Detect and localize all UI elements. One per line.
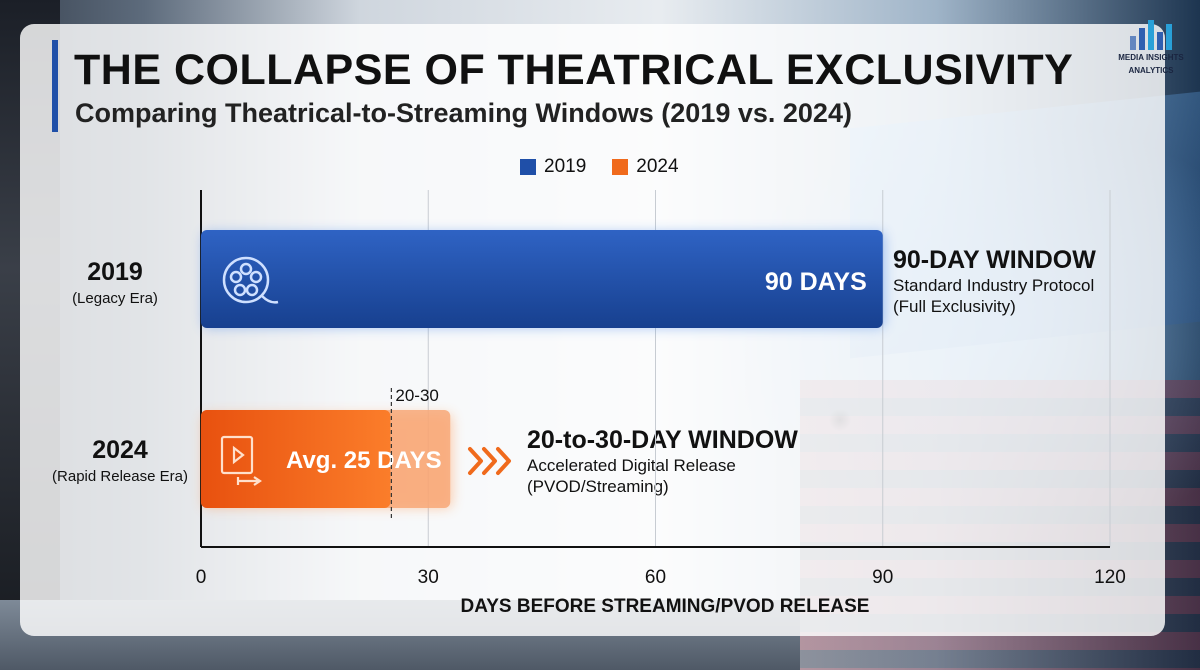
annotation-line-2019-1: Standard Industry Protocol [893, 276, 1095, 295]
row-label-2024: 2024 (Rapid Release Era) [40, 436, 200, 485]
brand-logo: MEDIA INSIGHTS ANALYTICS [1108, 16, 1194, 76]
legend-label-2019: 2019 [544, 156, 587, 177]
range-marker-label: 20-30 [395, 386, 438, 405]
x-axis-title: DAYS BEFORE STREAMING/PVOD RELEASE [460, 596, 870, 617]
film-streaming-icon-frame [220, 435, 254, 475]
film-reel-icon [222, 256, 279, 304]
film-reel-icon-hole [245, 283, 259, 297]
annotation-title-2024: 20-to-30-DAY WINDOW [527, 426, 798, 454]
film-reel-icon-rim [222, 256, 270, 304]
annotation-line-2024-1: Accelerated Digital Release [527, 456, 736, 475]
x-tick-label-90: 90 [872, 567, 893, 588]
annotation-title-2019: 90-DAY WINDOW [893, 246, 1096, 274]
film-streaming-icon-arrow [236, 476, 262, 486]
legend-item-2024: 2024 [612, 156, 679, 178]
page-title: THE COLLAPSE OF THEATRICAL EXCLUSIVITY [74, 46, 1074, 94]
title-accent-bar [52, 40, 58, 132]
chevron-3 [496, 447, 511, 475]
brand-name-line2: ANALYTICS [1128, 66, 1174, 75]
legend-label-2024: 2024 [636, 156, 679, 177]
x-tick-label-60: 60 [645, 567, 666, 588]
annotation-2019: 90-DAY WINDOW Standard Industry Protocol… [893, 246, 1096, 317]
content-panel [20, 24, 1165, 636]
bar-2019-data-label: 90 DAYS [765, 268, 867, 296]
bar-2019 [201, 230, 883, 328]
annotation-2024: 20-to-30-DAY WINDOW Accelerated Digital … [527, 426, 798, 497]
legend-swatch-2024 [612, 159, 629, 175]
legend-item-2019: 2019 [520, 156, 586, 178]
film-reel-icon-hole [249, 270, 263, 284]
chevron-1 [468, 447, 483, 475]
row-year-2019: 2019 [87, 258, 143, 286]
bar-2024-data-label: Avg. 25 DAYS [286, 447, 442, 474]
bar-2024 [201, 410, 391, 508]
film-reel-icon-tail [261, 295, 279, 304]
annotation-line-2024-2: (PVOD/Streaming) [527, 477, 669, 496]
row-year-2024: 2024 [92, 436, 148, 464]
film-streaming-icon [220, 435, 262, 486]
x-tick-label-0: 0 [196, 567, 207, 588]
x-tick-label-30: 30 [418, 567, 439, 588]
film-reel-icon-hole [229, 270, 243, 284]
annotation-line-2019-2: (Full Exclusivity) [893, 297, 1016, 316]
x-tick-label-120: 120 [1094, 567, 1126, 588]
film-reel-icon-hole [233, 283, 247, 297]
brand-name-line1: MEDIA INSIGHTS [1118, 53, 1184, 62]
row-label-2019: 2019 (Legacy Era) [40, 258, 190, 307]
chevron-2 [482, 447, 497, 475]
row-era-2024: (Rapid Release Era) [52, 468, 188, 485]
film-streaming-icon-play [232, 445, 245, 465]
film-reel-icon-hole [239, 262, 253, 276]
page-subtitle: Comparing Theatrical-to-Streaming Window… [75, 98, 852, 128]
row-era-2019: (Legacy Era) [72, 290, 158, 307]
bar-chart-logo-icon [1108, 16, 1194, 50]
legend-swatch-2019 [520, 159, 536, 175]
chart-legend: 2019 2024 [520, 156, 679, 178]
triple-chevron-right-icon [468, 447, 511, 475]
